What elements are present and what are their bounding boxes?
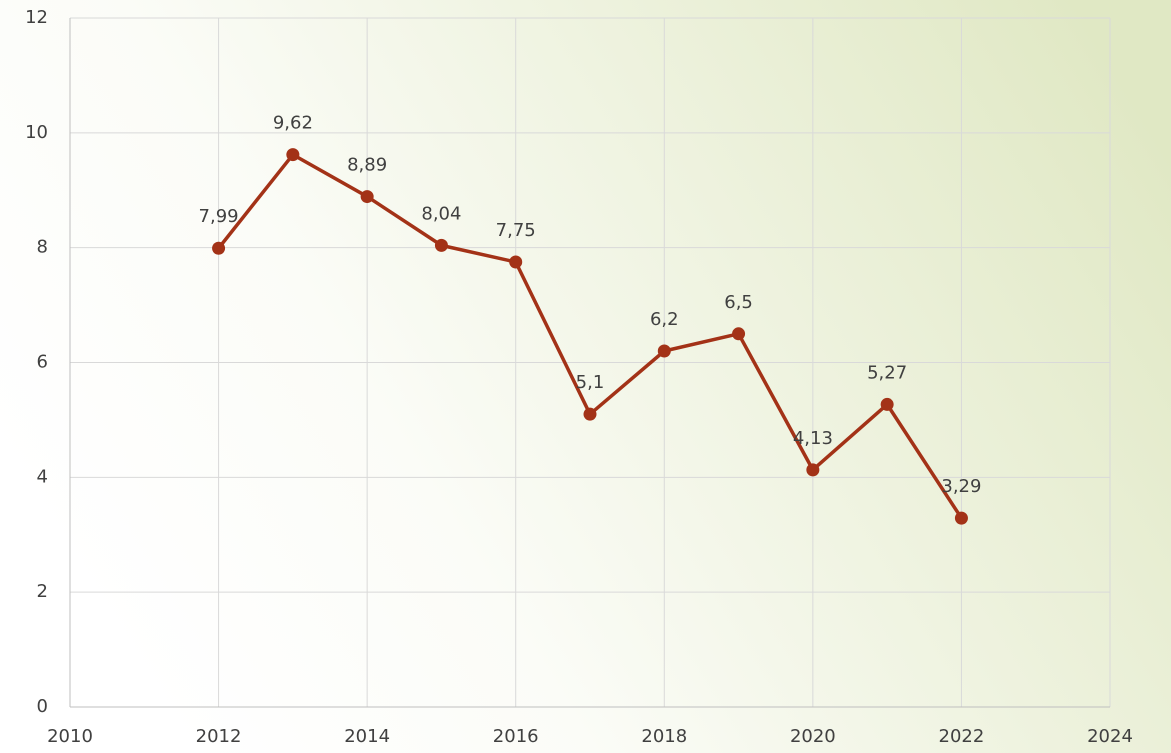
data-label: 9,62 <box>273 113 313 134</box>
marker <box>434 238 448 252</box>
marker <box>360 190 374 204</box>
y-tick-label: 2 <box>37 581 48 602</box>
x-tick-label: 2010 <box>47 726 93 747</box>
data-label: 4,13 <box>793 428 833 449</box>
marker <box>806 463 820 477</box>
data-label: 5,1 <box>576 372 605 393</box>
x-tick-label: 2012 <box>196 726 242 747</box>
y-tick-label: 6 <box>37 352 48 373</box>
data-label: 7,99 <box>199 206 239 227</box>
marker <box>880 397 894 411</box>
marker <box>212 241 226 255</box>
y-tick-label: 12 <box>25 7 48 28</box>
marker <box>583 407 597 421</box>
x-tick-label: 2022 <box>939 726 985 747</box>
data-label: 8,04 <box>421 203 461 224</box>
x-tick-label: 2014 <box>344 726 390 747</box>
marker <box>286 148 300 162</box>
x-tick-label: 2020 <box>790 726 836 747</box>
x-tick-label: 2018 <box>641 726 687 747</box>
y-tick-label: 0 <box>37 696 48 717</box>
data-label: 6,5 <box>724 292 753 313</box>
marker <box>732 327 746 341</box>
x-tick-label: 2024 <box>1087 726 1133 747</box>
marker <box>509 255 523 269</box>
y-tick-label: 10 <box>25 122 48 143</box>
data-label: 7,75 <box>496 220 536 241</box>
marker <box>657 344 671 358</box>
data-label: 3,29 <box>941 476 981 497</box>
y-tick-label: 4 <box>37 466 48 487</box>
y-tick-label: 8 <box>37 237 48 258</box>
data-label: 8,89 <box>347 155 387 176</box>
data-label: 5,27 <box>867 362 907 383</box>
x-tick-label: 2016 <box>493 726 539 747</box>
marker <box>954 511 968 525</box>
data-label: 6,2 <box>650 309 679 330</box>
